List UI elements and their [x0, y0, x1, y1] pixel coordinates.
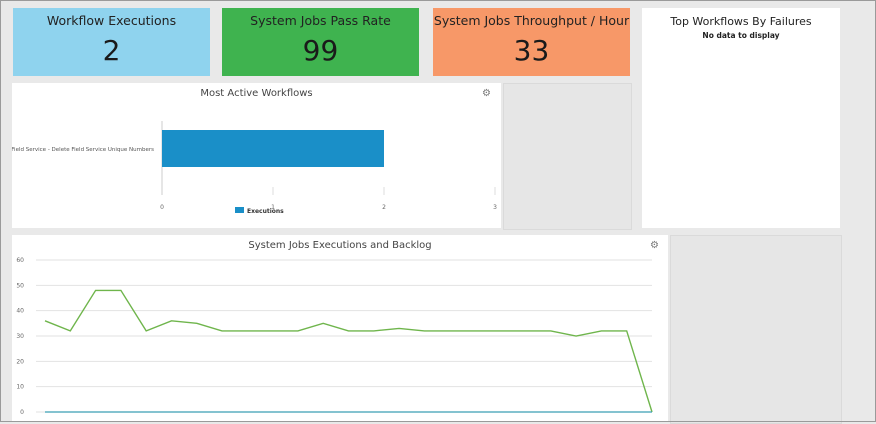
tile-workflow-executions[interactable]: Workflow Executions 2 [13, 8, 210, 76]
legend-label: Executions [247, 208, 284, 215]
bar-chart: Field Service - Delete Field Service Uni… [12, 121, 497, 215]
y-tick-label: 20 [16, 358, 24, 365]
empty-message: No data to display [702, 31, 780, 40]
blank-panel-right [670, 235, 842, 424]
tile-system-jobs-throughput[interactable]: System Jobs Throughput / Hour 33 [433, 8, 630, 76]
y-tick-label: 30 [16, 333, 24, 340]
x-tick-label: 3 [493, 204, 497, 211]
tile-system-jobs-pass-rate[interactable]: System Jobs Pass Rate 99 [222, 8, 419, 76]
tile-title: System Jobs Pass Rate [250, 13, 391, 28]
x-tick-label: 1 [271, 204, 275, 211]
line-chart: 0 10 20 30 40 50 60 [16, 257, 653, 416]
tile-title: Workflow Executions [46, 13, 177, 28]
blank-panel [503, 83, 632, 230]
x-tick-label: 2 [382, 204, 386, 211]
executions-backlog-panel: System Jobs Executions and Backlog ⚙ 0 10… [12, 235, 668, 422]
x-tick-label: 0 [160, 204, 164, 211]
y-tick-label: 0 [20, 409, 24, 416]
chart-title: System Jobs Executions and Backlog [248, 240, 432, 251]
gear-icon[interactable]: ⚙ [650, 240, 659, 251]
bar [162, 130, 384, 167]
legend-swatch [235, 207, 244, 213]
tile-value: 2 [102, 34, 121, 67]
chart-title: Most Active Workflows [200, 88, 313, 99]
category-label: Field Service - Delete Field Service Uni… [12, 147, 154, 153]
most-active-workflows-panel: Most Active Workflows ⚙ Field Service - … [12, 83, 501, 228]
y-tick-label: 40 [16, 308, 24, 315]
series-line [44, 289, 653, 413]
tile-value: 99 [302, 34, 339, 67]
tile-value: 33 [513, 34, 550, 67]
top-failures-panel: Top Workflows By Failures No data to dis… [642, 8, 840, 228]
y-tick-label: 10 [16, 384, 24, 391]
y-tick-label: 50 [16, 282, 24, 289]
panel-title: Top Workflows By Failures [670, 15, 812, 28]
y-tick-label: 60 [16, 257, 24, 264]
gear-icon[interactable]: ⚙ [482, 88, 491, 99]
tile-title: System Jobs Throughput / Hour [433, 13, 630, 28]
